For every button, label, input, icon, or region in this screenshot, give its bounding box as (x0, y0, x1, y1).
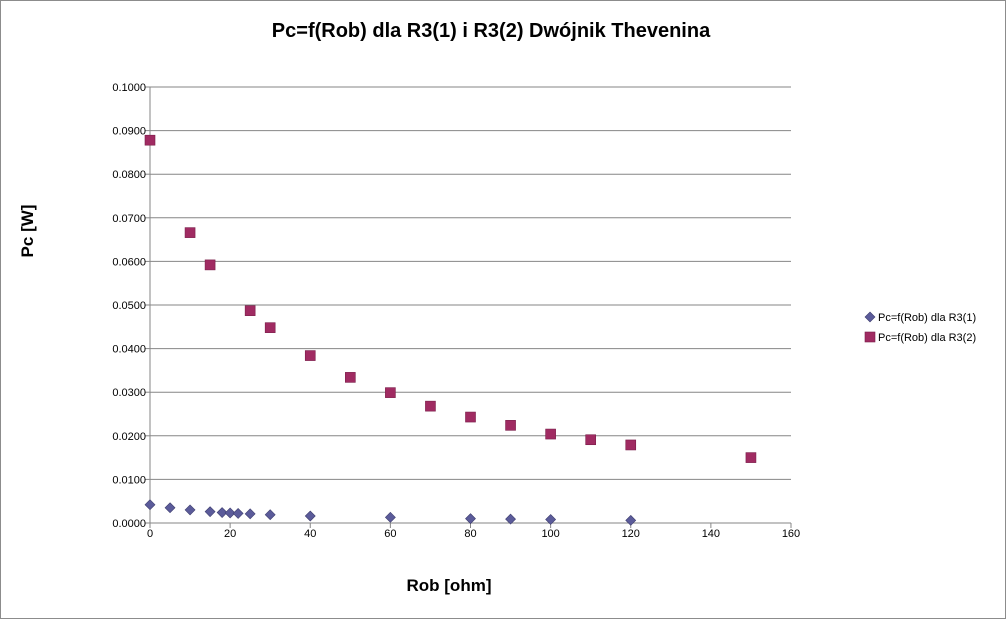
series-2-points (144, 134, 757, 463)
square-point (385, 387, 396, 398)
square-point (585, 434, 596, 446)
y-tick-label: 0.0100 (112, 474, 146, 486)
data-points (144, 134, 757, 526)
legend-label: Pc=f(Rob) dla R3(1) (878, 312, 976, 324)
square-point (465, 411, 476, 423)
x-tick-label: 100 (541, 528, 559, 540)
chart-title: Pc=f(Rob) dla R3(1) i R3(2) Dwójnik Thev… (272, 20, 711, 42)
diamond-point (144, 499, 156, 511)
square-point (545, 428, 556, 440)
y-tick-label: 0.1000 (112, 82, 146, 94)
square-point (244, 305, 256, 316)
diamond-point (304, 510, 316, 522)
diamond-point (264, 509, 276, 521)
diamond-point (244, 508, 256, 520)
square-point (345, 372, 356, 383)
square-point (204, 259, 216, 271)
legend-label: Pc=f(Rob) dla R3(2) (878, 332, 976, 344)
diamond-point (184, 504, 196, 516)
y-tick-label: 0.0300 (112, 387, 146, 399)
diamond-point (224, 507, 236, 519)
legend-item: Pc=f(Rob) dla R3(2) (864, 331, 976, 344)
y-tick-label: 0.0000 (112, 518, 146, 530)
diamond-point (545, 514, 557, 525)
diamond-point (384, 511, 396, 523)
square-point (745, 452, 757, 463)
legend: Pc=f(Rob) dla R3(1) Pc=f(Rob) dla R3(2) (864, 311, 976, 344)
square-point (425, 400, 436, 412)
y-tick-label: 0.0800 (112, 169, 146, 181)
x-tick-label: 120 (622, 528, 640, 540)
y-tick-label: 0.0400 (112, 344, 146, 356)
diamond-point (216, 507, 228, 518)
y-tick-label: 0.0700 (112, 213, 146, 225)
legend-diamond-marker (864, 311, 876, 323)
x-tick-label: 80 (464, 528, 476, 540)
series-1-points (144, 499, 637, 526)
diamond-point (232, 507, 244, 519)
legend-square-marker (864, 331, 876, 343)
diamond-point (204, 506, 216, 518)
x-tick-label: 0 (147, 528, 153, 540)
y-tick-label: 0.0600 (112, 256, 146, 268)
x-tick-label: 160 (782, 528, 800, 540)
diamond-point (465, 513, 476, 525)
square-point (144, 134, 156, 146)
legend-item: Pc=f(Rob) dla R3(1) (864, 311, 976, 324)
diamond-point (164, 502, 176, 514)
y-tick-label: 0.0900 (112, 126, 146, 138)
diamond-point (625, 514, 637, 526)
y-axis-title: Pc [W] (18, 205, 37, 258)
x-axis-title: Rob [ohm] (407, 576, 492, 595)
x-tick-label: 20 (224, 528, 236, 540)
y-tick-labels: 0.0000 0.0100 0.0200 0.0300 0.0400 0.0500 0.06… (112, 82, 150, 530)
x-tick-label: 40 (304, 528, 316, 540)
x-tick-label: 140 (702, 528, 720, 540)
diamond-point (505, 513, 516, 525)
square-point (184, 227, 196, 238)
square-point (505, 420, 516, 431)
gridlines (150, 86, 791, 480)
y-tick-label: 0.0500 (112, 300, 146, 312)
square-point (264, 322, 276, 333)
square-point (304, 350, 316, 361)
x-tick-label: 60 (384, 528, 396, 540)
square-point (625, 439, 637, 451)
x-tick-labels: 0 20 40 60 80 100 120 140 160 (147, 523, 800, 540)
y-tick-label: 0.0200 (112, 431, 146, 443)
